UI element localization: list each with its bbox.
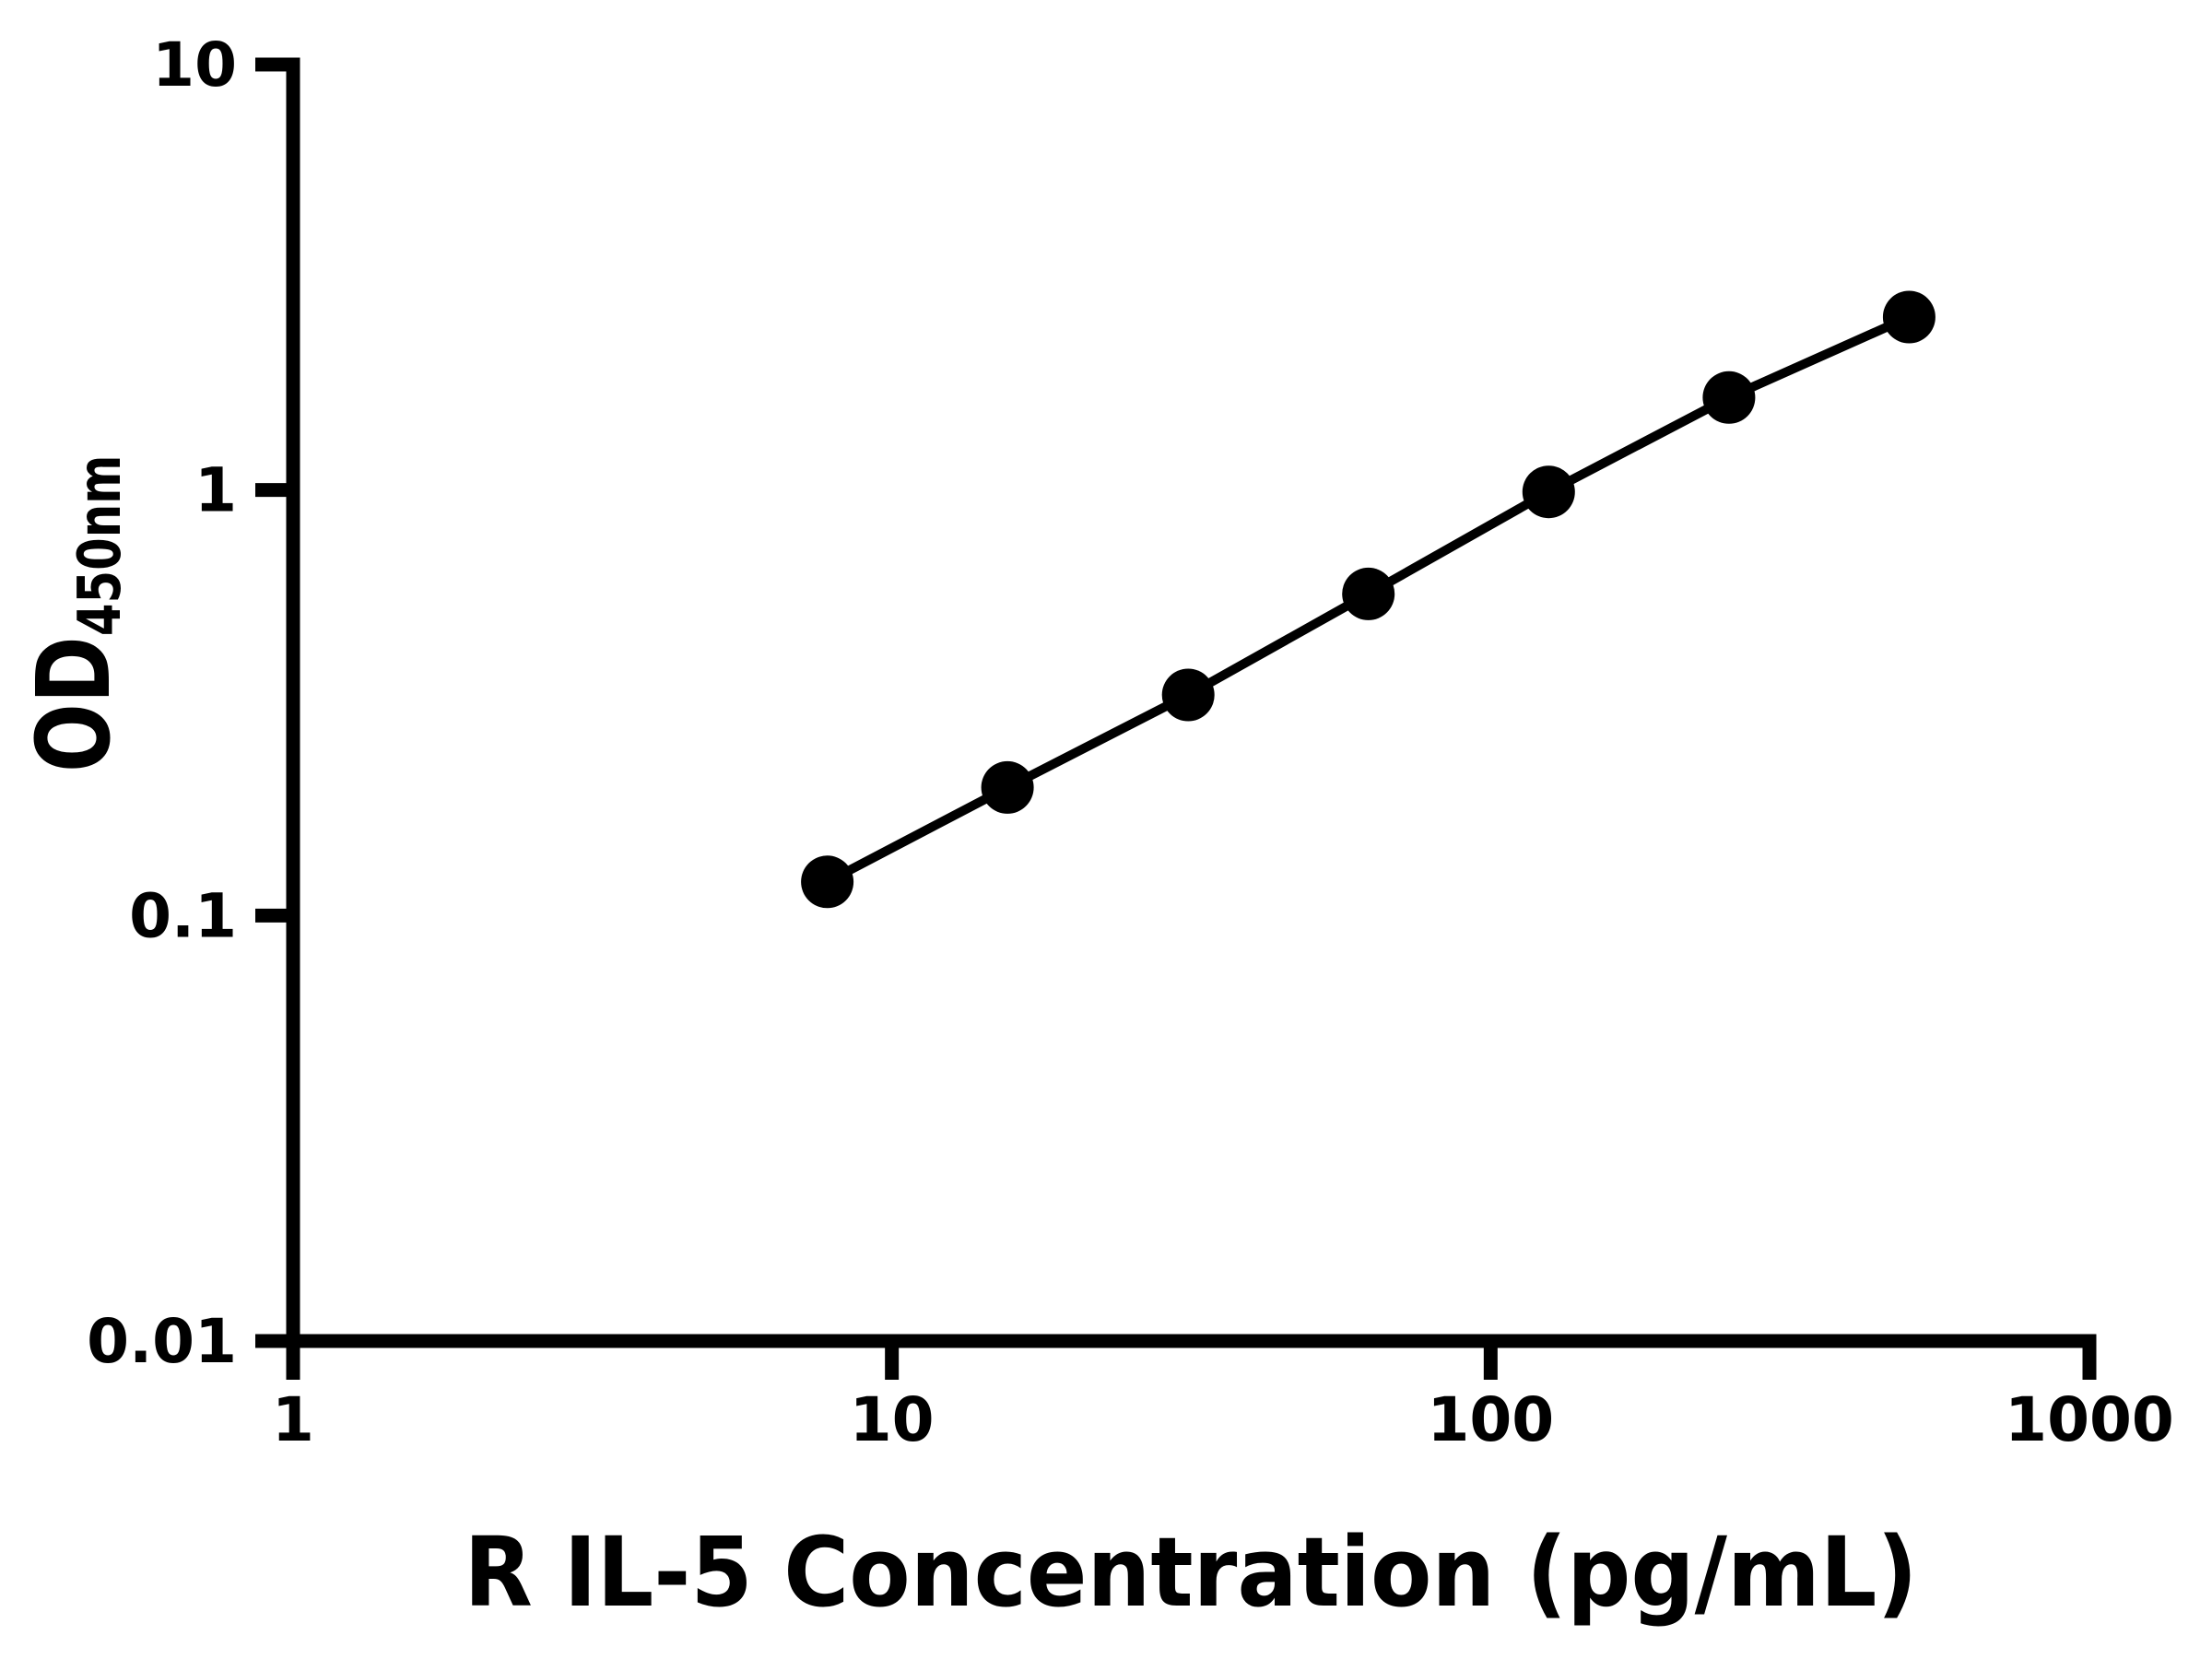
- x-tick-label: 1000: [2005, 1384, 2174, 1455]
- x-tick-label: 1: [272, 1384, 314, 1455]
- data-point: [1522, 465, 1575, 519]
- y-tick-label: 10: [152, 29, 237, 100]
- y-tick-label: 1: [194, 455, 237, 526]
- y-tick-label: 0.1: [129, 880, 237, 951]
- data-point: [1161, 668, 1215, 722]
- data-point: [1882, 290, 1936, 344]
- y-axis-title: OD450nm: [15, 454, 151, 772]
- x-axis-line: [255, 1334, 2097, 1380]
- data-point: [1342, 567, 1395, 620]
- y-axis-title-sub: 450nm: [66, 454, 135, 637]
- x-tick-label: 100: [1427, 1384, 1554, 1455]
- data-point: [981, 760, 1034, 814]
- x-tick-label: 10: [850, 1384, 935, 1455]
- x-axis-title: R IL-5 Concentration (pg/mL): [464, 1516, 1918, 1629]
- y-axis-title-main: OD: [15, 636, 133, 772]
- data-point: [1702, 371, 1756, 424]
- y-tick-label: 0.01: [87, 1306, 237, 1377]
- data-point: [801, 855, 854, 909]
- y-axis-line: [255, 57, 300, 1380]
